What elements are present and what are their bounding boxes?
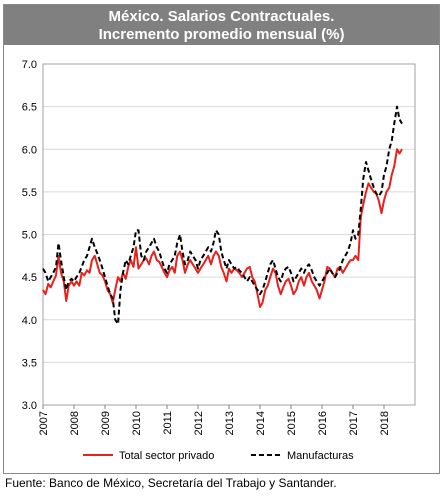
chart-title-line-1: México. Salarios Contractuales. <box>108 8 335 25</box>
y-tick-label-6: 6.0 <box>22 144 37 156</box>
x-tick-label-0: 2007 <box>38 411 50 435</box>
legend-label-1: Manufacturas <box>287 450 354 462</box>
x-tick-label-7: 2014 <box>255 411 267 435</box>
x-tick-label-3: 2010 <box>131 411 143 435</box>
x-tick-label-1: 2008 <box>69 411 81 435</box>
y-tick-label-1: 3.5 <box>22 357 37 369</box>
y-tick-label-7: 6.5 <box>22 102 37 114</box>
legend-label-0: Total sector privado <box>119 450 214 462</box>
x-tick-label-2: 2009 <box>100 411 112 435</box>
series-line-1 <box>42 105 403 326</box>
x-tick-label-10: 2017 <box>348 411 360 435</box>
chart-title: México. Salarios Contractuales. Incremen… <box>4 5 439 45</box>
x-tick-label-6: 2013 <box>224 411 236 435</box>
x-tick-label-9: 2016 <box>317 411 329 435</box>
x-tick-label-11: 2018 <box>379 411 391 435</box>
y-tick-label-4: 5.0 <box>22 230 37 242</box>
y-tick-label-2: 4.0 <box>22 315 37 327</box>
x-tick-label-5: 2012 <box>193 411 205 435</box>
chart-frame: México. Salarios Contractuales. Incremen… <box>3 4 440 474</box>
y-tick-label-3: 4.5 <box>22 272 37 284</box>
y-tick-label-5: 5.5 <box>22 187 37 199</box>
series-line-0 <box>42 148 403 308</box>
y-tick-label-0: 3.0 <box>22 400 37 412</box>
source-note: Fuente: Banco de México, Secretaría del … <box>5 476 337 490</box>
chart-title-line-2: Incremento promedio mensual (%) <box>98 26 345 43</box>
x-tick-label-4: 2011 <box>162 411 174 435</box>
y-tick-label-8: 7.0 <box>22 59 37 71</box>
x-tick-label-8: 2015 <box>286 411 298 435</box>
line-chart: 3.0 3.5 4.0 4.5 5.0 5.5 6.0 6.5 7.0 2007 2008 2009 2… <box>22 59 416 462</box>
